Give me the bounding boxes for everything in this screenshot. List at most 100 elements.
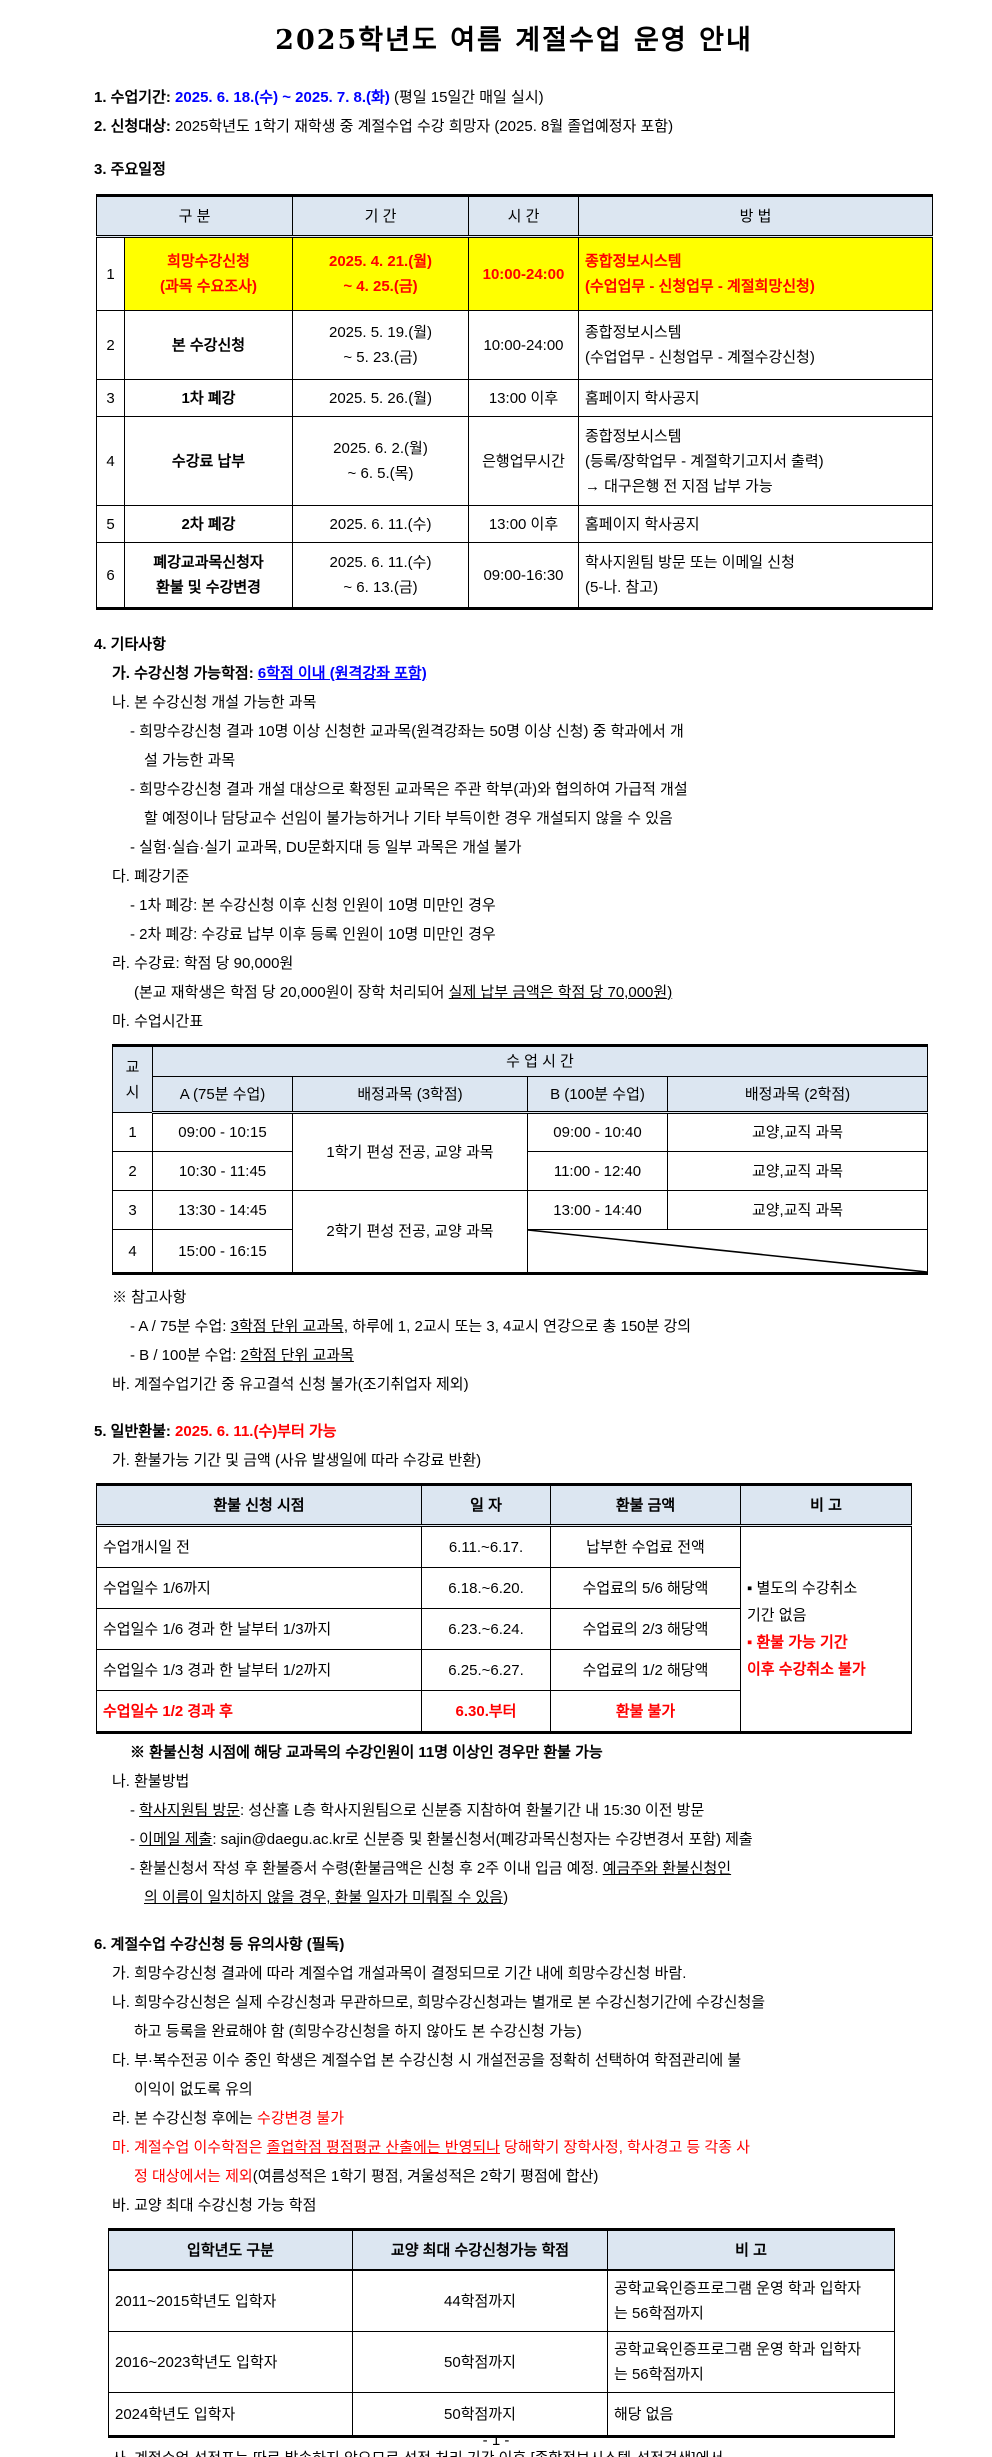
refund-table: 환불 신청 시점 일 자 환불 금액 비 고 수업개시일 전 6.11.~6.1… xyxy=(96,1483,912,1734)
b-subject: 교양,교직 과목 xyxy=(666,1151,929,1191)
class-period-line: 1. 수업기간: 2025. 6. 18.(수) ~ 2025. 7. 8.(화… xyxy=(94,83,934,112)
caution-da: 다. 부·복수전공 이수 중인 학생은 계절수업 본 수강신청 시 개설전공을 … xyxy=(112,2052,742,2069)
credit-note: 해당 없음 xyxy=(607,2392,895,2437)
caution-ma: 마. 계절수업 이수학점은 졸업학점 평점평균 산출에는 반영되나 당해학기 장… xyxy=(94,2133,934,2162)
refund-method-form-pre: - 환불신청서 작성 후 환불증서 수령(환불금액은 신청 후 2주 이내 입금… xyxy=(130,1860,603,1877)
timetable-sub-header-row: A (75분 수업) 배정과목 (3학점) B (100분 수업) 배정과목 (… xyxy=(113,1076,929,1114)
refund-eligibility-note: ※ 환불신청 시점에 해당 교과목의 수강인원이 11명 이상인 경우만 환불 … xyxy=(130,1744,603,1761)
cancel-criteria-heading: 다. 폐강기준 xyxy=(112,868,190,885)
schedule-cell-period: 2025. 4. 21.(월) ~ 4. 25.(금) xyxy=(292,236,469,311)
refund-amount: 수업료의 1/2 해당액 xyxy=(550,1649,741,1691)
refund-row-no-refund: 수업일수 1/2 경과 후 6.30.부터 환불 불가 xyxy=(96,1690,912,1733)
eligibility-text: 2025학년도 1학기 재학생 중 계절수업 수강 희망자 (2025. 8월 … xyxy=(175,118,674,135)
a-time: 10:30 - 11:45 xyxy=(152,1151,293,1191)
refund-header-amount: 환불 금액 xyxy=(550,1484,741,1527)
timetable-row: 4 15:00 - 16:15 xyxy=(112,1229,929,1274)
a-time: 13:30 - 14:45 xyxy=(152,1190,293,1230)
tuition-note-pre: (본교 재학생은 학점 당 20,000원이 장학 처리되어 xyxy=(134,984,449,1001)
schedule-cell-category: 1차 폐강 xyxy=(124,379,293,417)
refund-method-heading: 나. 환불방법 xyxy=(112,1773,190,1790)
schedule-cell-period: 2025. 6. 2.(월) ~ 6. 5.(목) xyxy=(292,416,469,506)
refund-method-visit-underline: 학사지원팀 방문 xyxy=(139,1802,240,1819)
credit-header-year: 입학년도 구분 xyxy=(108,2229,353,2271)
caution-ma-cont-red: 정 대상에서는 제외 xyxy=(134,2168,253,2185)
credit-max: 50학점까지 xyxy=(352,2392,608,2437)
schedule-header-period: 기 간 xyxy=(292,195,469,238)
reference-b: - B / 100분 수업: 2학점 단위 교과목 xyxy=(94,1341,934,1370)
refund-amount: 수업료의 2/3 해당액 xyxy=(550,1608,741,1650)
caution-ma-post: 당해학기 장학사정, 학사경고 등 각종 사 xyxy=(499,2139,750,2156)
schedule-cell-category: 2차 폐강 xyxy=(124,505,293,543)
refund-method-form-close: ) xyxy=(503,1889,509,1906)
reference-a-pre: - A / 75분 수업: xyxy=(130,1318,231,1335)
timetable: 교시 수 업 시 간 A (75분 수업) 배정과목 (3학점) B (100분… xyxy=(112,1044,929,1275)
caution-ra-red: 수강변경 불가 xyxy=(257,2110,345,2127)
credit-limit-item: 가. 수강신청 가능학점: 6학점 이내 (원격강좌 포함) xyxy=(94,659,934,688)
schedule-row: 6 폐강교과목신청자 환불 및 수강변경 2025. 6. 11.(수) ~ 6… xyxy=(96,542,933,609)
schedule-cell-time: 13:00 이후 xyxy=(468,505,579,543)
schedule-cell-method: 학사지원팀 방문 또는 이메일 신청 (5-나. 참고) xyxy=(578,542,933,609)
credit-note: 공학교육인증프로그램 운영 학과 입학자 는 56학점까지 xyxy=(607,2269,895,2332)
timetable-top-header: 수 업 시 간 xyxy=(151,1045,929,1077)
refund-point: 수업일수 1/2 경과 후 xyxy=(96,1690,422,1733)
timetable-header-b: B (100분 수업) xyxy=(527,1076,668,1114)
refund-period-heading: 가. 환불가능 기간 및 금액 (사유 발생일에 따라 수강료 반환) xyxy=(112,1452,482,1469)
refund-date: 6.30.부터 xyxy=(421,1690,551,1733)
refund-heading-label: 5. 일반환불: xyxy=(94,1423,176,1440)
schedule-cell-category: 폐강교과목신청자 환불 및 수강변경 xyxy=(124,542,293,609)
refund-point: 수업개시일 전 xyxy=(96,1525,422,1568)
a-time: 15:00 - 16:15 xyxy=(152,1229,293,1274)
a-time: 09:00 - 10:15 xyxy=(152,1112,293,1152)
refund-date: 6.25.~6.27. xyxy=(421,1649,551,1691)
refund-row: 수업일수 1/6까지 6.18.~6.20. 수업료의 5/6 해당액 xyxy=(96,1567,912,1609)
tuition-item: 라. 수강료: 학점 당 90,000원 xyxy=(112,955,294,972)
reference-b-pre: - B / 100분 수업: xyxy=(130,1347,241,1364)
refund-method-visit: - 학사지원팀 방문: 성산홀 L층 학사지원팀으로 신분증 지참하여 환불기간… xyxy=(94,1796,934,1825)
tuition-note-underline: 실제 납부 금액은 학점 당 70,000원 xyxy=(448,984,668,1001)
schedule-cell-time: 은행업무시간 xyxy=(468,416,579,506)
schedule-row: 2 본 수강신청 2025. 5. 19.(월) ~ 5. 23.(금) 10:… xyxy=(96,310,933,380)
credit-row: 2016~2023학년도 입학자 50학점까지 공학교육인증프로그램 운영 학과… xyxy=(108,2331,895,2393)
schedule-row: 1 희망수강신청 (과목 수요조사) 2025. 4. 21.(월) ~ 4. … xyxy=(96,236,933,311)
credit-limit-link[interactable]: 6학점 이내 (원격강좌 포함) xyxy=(257,665,427,682)
caution-ma-underline: 졸업학점 평점평균 산출에는 반영되나 xyxy=(266,2139,500,2156)
class-period-label: 1. 수업기간: xyxy=(94,89,171,106)
schedule-cell-category: 본 수강신청 xyxy=(124,310,293,380)
credit-year: 2024학년도 입학자 xyxy=(108,2392,353,2437)
a-subject-semester2: 2학기 편성 전공, 교양 과목 xyxy=(292,1190,528,1274)
credit-limit-label: 가. 수강신청 가능학점: xyxy=(112,665,258,682)
period-number: 2 xyxy=(112,1151,153,1191)
schedule-cell-method: 홈페이지 학사공지 xyxy=(578,505,933,543)
schedule-cell-method: 종합정보시스템 (수업업무 - 신청업무 - 계절희망신청) xyxy=(578,236,933,311)
openable-bullet-1-cont: 설 가능한 과목 xyxy=(144,752,236,769)
period-number: 4 xyxy=(112,1229,153,1274)
openable-bullet-1: - 희망수강신청 결과 10명 이상 신청한 교과목(원격강좌는 50명 이상 … xyxy=(130,723,684,740)
schedule-row: 3 1차 폐강 2025. 5. 26.(월) 13:00 이후 홈페이지 학사… xyxy=(96,379,933,417)
b-time: 13:00 - 14:40 xyxy=(527,1190,668,1230)
refund-row: 수업일수 1/6 경과 한 날부터 1/3까지 6.23.~6.24. 수업료의… xyxy=(96,1608,912,1650)
class-period-note: (평일 15일간 매일 실시) xyxy=(394,89,544,106)
credit-max: 50학점까지 xyxy=(352,2331,608,2393)
caution-ma-cont-black: (여름성적은 1학기 평점, 겨울성적은 2학기 평점에 합산) xyxy=(252,2168,599,2185)
refund-header-note: 비 고 xyxy=(740,1484,912,1527)
refund-method-form: - 환불신청서 작성 후 환불증서 수령(환불금액은 신청 후 2주 이내 입금… xyxy=(94,1854,934,1883)
refund-amount: 수업료의 5/6 해당액 xyxy=(550,1567,741,1609)
credit-year: 2016~2023학년도 입학자 xyxy=(108,2331,353,2393)
openable-bullet-2: - 희망수강신청 결과 개설 대상으로 확정된 교과목은 주관 학부(과)와 협… xyxy=(130,781,688,798)
schedule-table: 구 분 기 간 시 간 방 법 1 희망수강신청 (과목 수요조사) 2025.… xyxy=(96,194,933,610)
schedule-header-row: 구 분 기 간 시 간 방 법 xyxy=(96,195,933,238)
schedule-cell-period: 2025. 6. 11.(수) ~ 6. 13.(금) xyxy=(292,542,469,609)
schedule-cell-period: 2025. 5. 26.(월) xyxy=(292,379,469,417)
caution-na: 나. 희망수강신청은 실제 수강신청과 무관하므로, 희망수강신청과는 별개로 … xyxy=(112,1994,766,2011)
refund-point: 수업일수 1/6까지 xyxy=(96,1567,422,1609)
refund-method-email-rest: : sajin@daegu.ac.kr로 신분증 및 환불신청서(폐강과목신청자… xyxy=(212,1831,753,1848)
refund-method-form-underline-2: 의 이름이 일치하지 않을 경우, 환불 일자가 미뤄질 수 있음 xyxy=(144,1889,504,1906)
timetable-heading: 마. 수업시간표 xyxy=(112,1013,204,1030)
tuition-note: (본교 재학생은 학점 당 20,000원이 장학 처리되어 실제 납부 금액은… xyxy=(94,978,934,1007)
refund-date: 6.11.~6.17. xyxy=(421,1525,551,1568)
schedule-cell-time: 13:00 이후 xyxy=(468,379,579,417)
schedule-cell-time: 09:00-16:30 xyxy=(468,542,579,609)
timetable-header-a: A (75분 수업) xyxy=(152,1076,293,1114)
refund-section-heading: 5. 일반환불: 2025. 6. 11.(수)부터 가능 xyxy=(94,1417,934,1446)
